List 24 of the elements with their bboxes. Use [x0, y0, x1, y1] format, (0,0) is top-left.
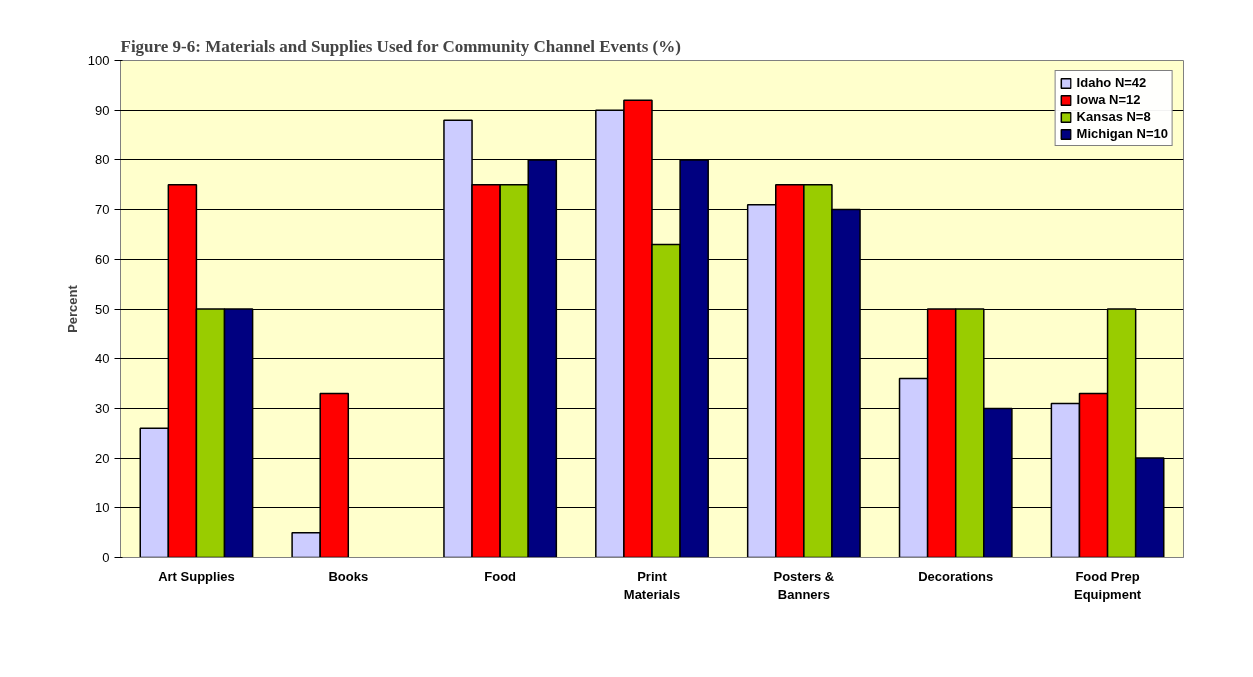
- y-tick-label: 10: [95, 500, 110, 516]
- x-tick-label: Books: [328, 568, 369, 584]
- y-tick-label: 100: [87, 53, 110, 68]
- y-tick-label: 0: [102, 550, 110, 565]
- legend-label: Michigan N=10: [1076, 126, 1168, 141]
- legend-label: Iowa N=12: [1076, 92, 1141, 107]
- y-tick-label: 40: [95, 351, 110, 367]
- y-tick-label: 60: [95, 251, 110, 267]
- x-tick-label: Food Prep Equipment: [1073, 568, 1142, 602]
- legend-label: Kansas N=8: [1076, 109, 1151, 124]
- y-tick-label: 70: [95, 202, 110, 218]
- chart-title: Figure 9-6: Materials and Supplies Used for Community Channel Events (%): [120, 36, 681, 56]
- y-axis-title: Percent: [64, 284, 80, 333]
- y-tick-label: 90: [95, 102, 110, 118]
- x-tick-label: Print Materials: [623, 568, 681, 602]
- y-tick-label: 50: [95, 301, 110, 317]
- y-tick-label: 80: [95, 152, 110, 168]
- x-tick-label: Decorations: [918, 568, 994, 584]
- y-tick-label: 20: [95, 450, 110, 466]
- y-tick-label: 30: [95, 400, 110, 416]
- x-tick-label: Art Supplies: [158, 568, 235, 584]
- x-tick-label: Posters & Banners: [773, 568, 835, 602]
- x-tick-label: Food: [484, 568, 517, 584]
- legend-label: Idaho N=42: [1076, 75, 1147, 90]
